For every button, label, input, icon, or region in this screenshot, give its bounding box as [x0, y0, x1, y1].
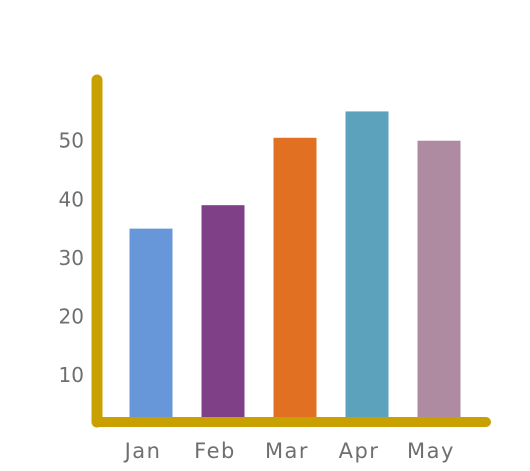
- y-tick-label: 50: [59, 129, 84, 153]
- bars-layer: [129, 111, 461, 425]
- y-tick-labels: 10 20 30 40 50: [59, 129, 84, 387]
- x-tick-label-feb: Feb: [194, 439, 236, 463]
- bar-may: [417, 140, 461, 424]
- bar-jan: [129, 228, 173, 424]
- x-tick-label-jan: Jan: [123, 439, 162, 463]
- bar-mar: [273, 137, 317, 425]
- x-tick-label-may: May: [407, 439, 455, 463]
- y-tick-label: 10: [59, 363, 84, 387]
- bar-apr: [345, 111, 389, 425]
- axes-layer: [91, 74, 491, 428]
- bar-feb: [201, 205, 245, 424]
- x-tick-label-mar: Mar: [265, 439, 309, 463]
- y-tick-label: 40: [59, 187, 84, 211]
- x-tick-labels: Jan Feb Mar Apr May: [123, 439, 455, 463]
- y-tick-label: 30: [59, 246, 84, 270]
- x-tick-label-apr: Apr: [339, 439, 380, 463]
- y-tick-label: 20: [59, 305, 84, 329]
